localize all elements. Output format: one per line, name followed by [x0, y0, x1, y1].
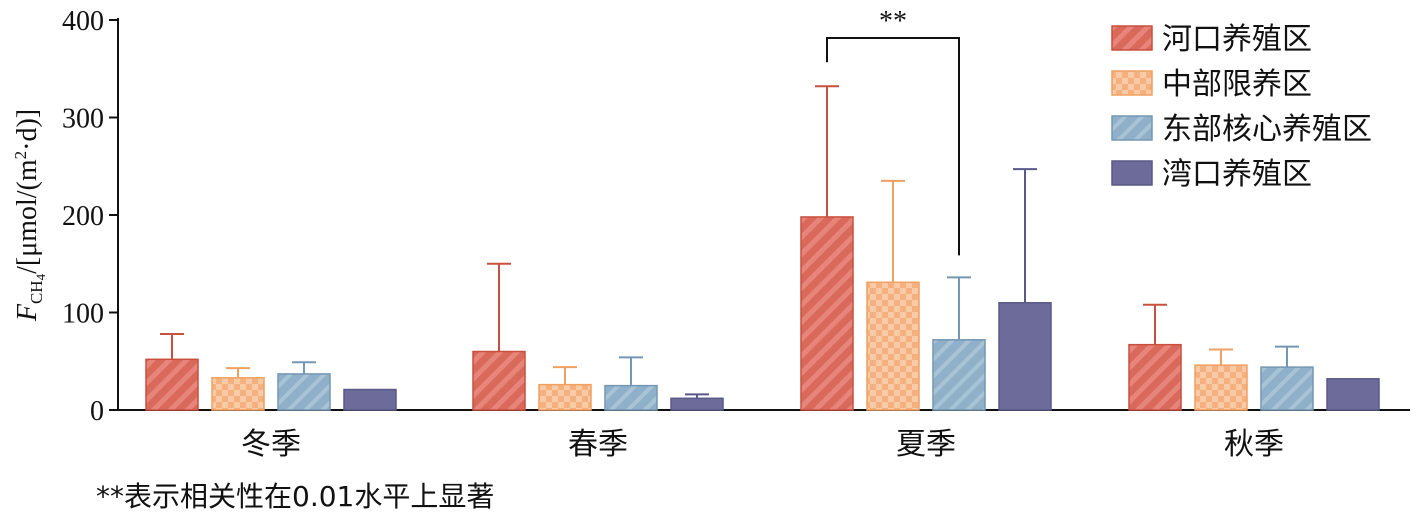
x-tick-label: 夏季: [896, 427, 956, 462]
legend-swatch: [1111, 70, 1153, 96]
legend-label: 东部核心养殖区: [1162, 112, 1372, 147]
bar: [277, 373, 331, 411]
bar: [472, 350, 526, 411]
bar: [538, 383, 592, 411]
y-tick-label: 300: [62, 104, 104, 135]
bar: [998, 302, 1052, 411]
bar: [1260, 366, 1314, 411]
legend-swatch: [1111, 115, 1153, 141]
significance-bracket: [826, 37, 960, 256]
legend-label: 中部限养区: [1162, 67, 1312, 102]
y-tick-label: 200: [62, 201, 104, 232]
bar: [1128, 343, 1182, 411]
significance-marker: **: [879, 6, 907, 37]
bar: [604, 384, 658, 411]
plot-area: 0 100 200 300 400 FCH4/[μmol/(m2·d)] 冬季 春季 夏季 秋季 *…: [11, 6, 1410, 462]
bar: [670, 397, 724, 411]
significance-footnote: **表示相关性在0.01水平上显著: [96, 480, 495, 513]
legend-swatch: [1111, 160, 1153, 186]
bar: [1194, 364, 1248, 411]
bar-chart: 0 100 200 300 400 FCH4/[μmol/(m2·d)] 冬季 春季 夏季 秋季 *…: [11, 6, 1410, 462]
legend-label: 河口养殖区: [1162, 22, 1312, 57]
y-tick-label: 400: [62, 6, 104, 37]
legend-swatch: [1111, 25, 1153, 51]
bar: [145, 358, 199, 411]
y-tick-label: 0: [90, 396, 104, 427]
x-tick-label: 春季: [568, 427, 628, 462]
bar: [211, 377, 265, 411]
y-axis-label: FCH4/[μmol/(m2·d)]: [11, 109, 48, 322]
legend-label: 湾口养殖区: [1162, 157, 1312, 192]
bar: [800, 216, 854, 411]
y-tick-label: 100: [62, 299, 104, 330]
bar: [866, 281, 920, 411]
bar: [932, 339, 986, 411]
x-tick-label: 冬季: [241, 427, 301, 462]
bar: [343, 388, 397, 411]
bar: [1326, 378, 1380, 411]
x-tick-label: 秋季: [1224, 427, 1284, 462]
